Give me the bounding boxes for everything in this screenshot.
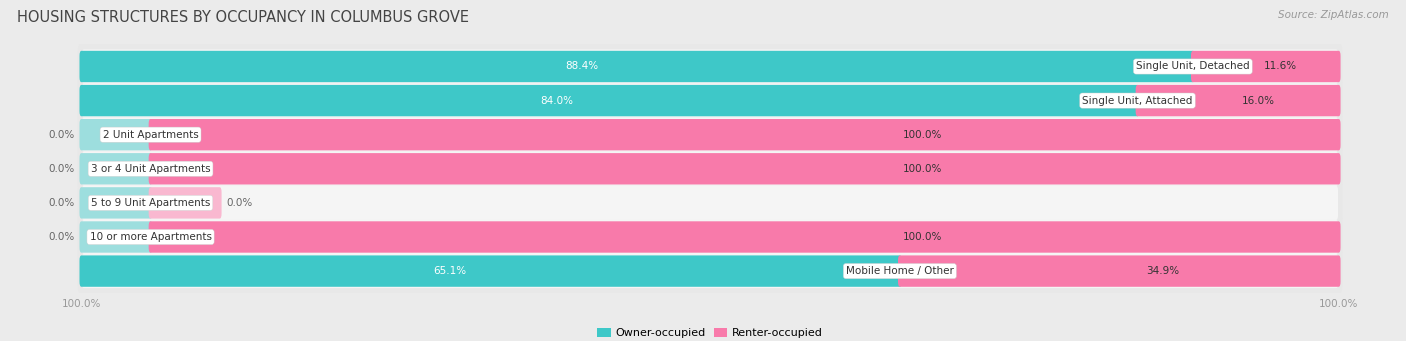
FancyBboxPatch shape (149, 153, 1340, 184)
FancyBboxPatch shape (82, 254, 1339, 288)
FancyBboxPatch shape (80, 255, 901, 287)
Text: 2 Unit Apartments: 2 Unit Apartments (103, 130, 198, 140)
Text: 11.6%: 11.6% (1264, 61, 1296, 72)
Text: 10 or more Apartments: 10 or more Apartments (90, 232, 211, 242)
FancyBboxPatch shape (82, 49, 1339, 84)
FancyBboxPatch shape (1191, 51, 1340, 82)
FancyBboxPatch shape (82, 152, 1339, 186)
FancyBboxPatch shape (82, 220, 1339, 254)
Text: Single Unit, Detached: Single Unit, Detached (1136, 61, 1250, 72)
FancyBboxPatch shape (898, 255, 1340, 287)
Text: 100.0%: 100.0% (903, 232, 942, 242)
Text: 0.0%: 0.0% (49, 130, 75, 140)
Text: Mobile Home / Other: Mobile Home / Other (846, 266, 953, 276)
Text: 88.4%: 88.4% (565, 61, 598, 72)
Text: 0.0%: 0.0% (226, 198, 252, 208)
FancyBboxPatch shape (80, 119, 152, 150)
Text: HOUSING STRUCTURES BY OCCUPANCY IN COLUMBUS GROVE: HOUSING STRUCTURES BY OCCUPANCY IN COLUM… (17, 10, 468, 25)
FancyBboxPatch shape (1136, 85, 1340, 116)
Text: 16.0%: 16.0% (1241, 95, 1275, 106)
FancyBboxPatch shape (82, 118, 1339, 152)
FancyBboxPatch shape (77, 213, 1343, 261)
FancyBboxPatch shape (80, 221, 152, 253)
Text: 100.0%: 100.0% (903, 130, 942, 140)
FancyBboxPatch shape (80, 85, 1139, 116)
FancyBboxPatch shape (77, 43, 1343, 90)
FancyBboxPatch shape (82, 84, 1339, 118)
Text: 5 to 9 Unit Apartments: 5 to 9 Unit Apartments (91, 198, 211, 208)
FancyBboxPatch shape (77, 111, 1343, 158)
FancyBboxPatch shape (149, 187, 222, 219)
FancyBboxPatch shape (82, 186, 1339, 220)
Text: 84.0%: 84.0% (540, 95, 574, 106)
Text: 65.1%: 65.1% (433, 266, 467, 276)
FancyBboxPatch shape (77, 145, 1343, 192)
FancyBboxPatch shape (149, 119, 1340, 150)
Text: 34.9%: 34.9% (1147, 266, 1180, 276)
Text: 3 or 4 Unit Apartments: 3 or 4 Unit Apartments (91, 164, 211, 174)
FancyBboxPatch shape (80, 187, 152, 219)
FancyBboxPatch shape (149, 221, 1340, 253)
Legend: Owner-occupied, Renter-occupied: Owner-occupied, Renter-occupied (593, 323, 827, 341)
Text: 100.0%: 100.0% (903, 164, 942, 174)
FancyBboxPatch shape (80, 153, 152, 184)
FancyBboxPatch shape (77, 77, 1343, 124)
FancyBboxPatch shape (77, 248, 1343, 295)
FancyBboxPatch shape (77, 179, 1343, 226)
Text: Single Unit, Attached: Single Unit, Attached (1083, 95, 1192, 106)
FancyBboxPatch shape (80, 51, 1195, 82)
Text: 0.0%: 0.0% (49, 232, 75, 242)
Text: Source: ZipAtlas.com: Source: ZipAtlas.com (1278, 10, 1389, 20)
Text: 0.0%: 0.0% (49, 164, 75, 174)
Text: 0.0%: 0.0% (49, 198, 75, 208)
